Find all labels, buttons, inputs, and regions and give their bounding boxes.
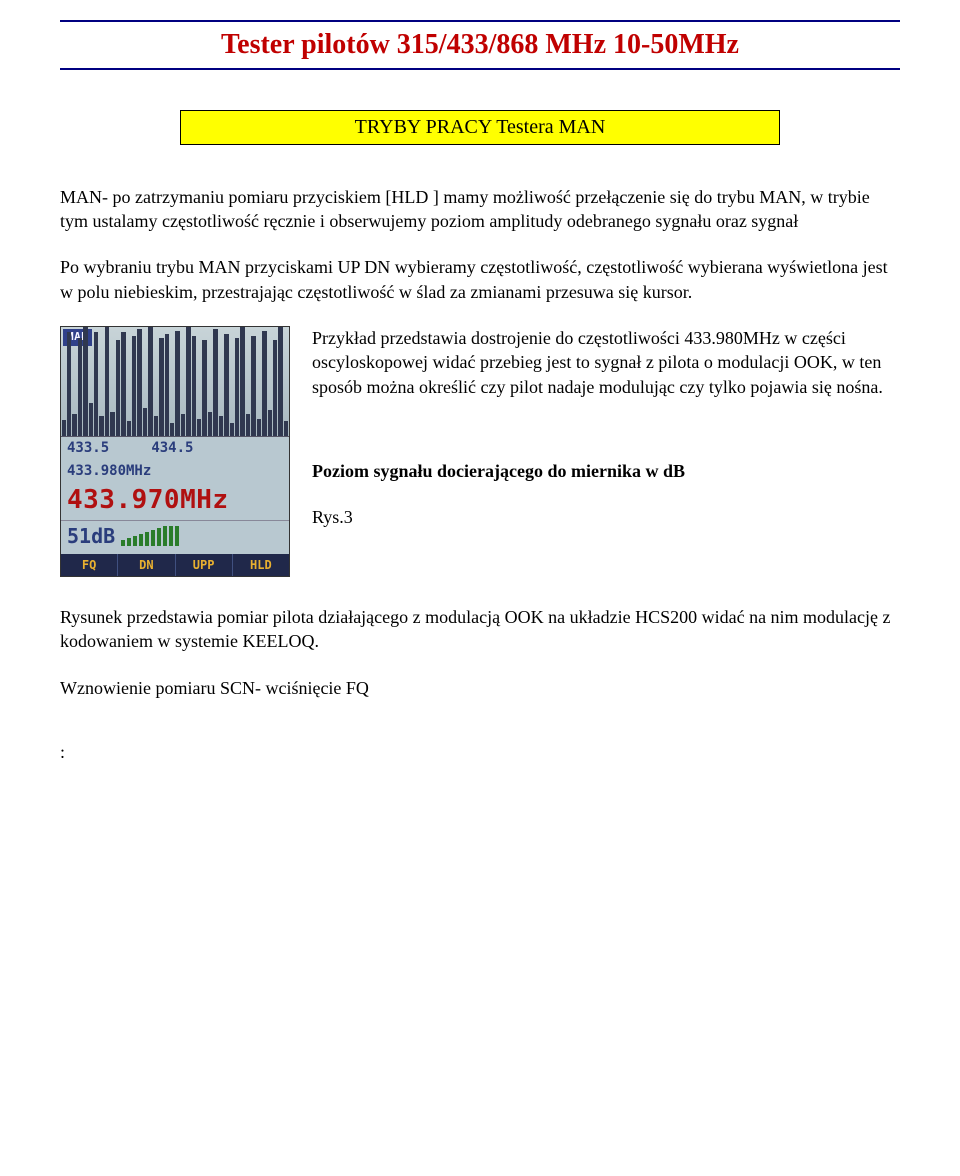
softkey-hld: HLD [233,554,289,576]
signal-bar [175,526,179,546]
spectrum-bar [230,423,234,436]
spectrum-bar [284,421,288,436]
spectrum-bar [197,419,201,436]
spectrum-bar [224,334,228,436]
spectrum-bar [181,414,185,436]
signal-bar [169,526,173,546]
spectrum-bar [121,332,125,436]
signal-bar [157,528,161,546]
spectrum-bar [94,332,98,436]
spectrum-bar [110,412,114,436]
spectrum-bar [213,329,217,436]
spectrum-bar [240,327,244,436]
footer-paragraph-1: Rysunek przedstawia pomiar pilota działa… [60,605,900,654]
signal-bar [133,536,137,546]
spectrum-bar [72,414,76,436]
softkey-fq: FQ [61,554,118,576]
intro-paragraph-1: MAN- po zatrzymaniu pomiaru przyciskiem … [60,185,900,234]
footer-paragraph-2: Wznowienie pomiaru SCN- wciśnięcie FQ [60,676,900,700]
mode-banner: TRYBY PRACY Testera MAN [180,110,780,145]
spectrum-bar [127,421,131,436]
spectrum-bar [251,336,255,436]
spectrum-bar [257,419,261,436]
spectrum-bar [137,329,141,436]
signal-bar [121,540,125,546]
softkey-upp: UPP [176,554,233,576]
example-paragraph: Przykład przedstawia dostrojenie do częs… [312,326,900,399]
spectrum-bar [148,327,152,436]
spectrum-bar [262,331,266,436]
spectrum-bar [159,338,163,436]
spectrum-bar [170,423,174,436]
spectrum-bar [208,412,212,436]
softkey-dn: DN [118,554,175,576]
lcd-band-mid: 433.980MHz [61,460,289,483]
spectrum-bar [99,416,103,436]
lcd-band-high: 434.5 [151,440,193,456]
lcd-band-line: 433.5 434.5 [61,437,289,460]
signal-bar [163,526,167,546]
signal-level-caption: Poziom sygnału docierającego do miernika… [312,459,900,483]
spectrum-bar [278,327,282,436]
lcd-softkeys: FQDNUPPHLD [61,554,289,576]
spectrum-bar [143,408,147,436]
spectrum-bar [132,336,136,436]
spectrum-bar [89,403,93,436]
page-title: Tester pilotów 315/433/868 MHz 10-50MHz [60,20,900,70]
spectrum-bar [246,414,250,436]
spectrum-bar [116,340,120,436]
spectrum-bar [273,340,277,436]
spectrum-bar [268,410,272,436]
lcd-spectrum-bars [61,327,289,436]
spectrum-bar [165,334,169,436]
lcd-mockup: MAN 433.5 434.5 433.980MHz 433.970MHz 51… [60,326,290,577]
intro-paragraph-2: Po wybraniu trybu MAN przyciskami UP DN … [60,255,900,304]
trailing-colon: : [60,740,900,764]
signal-bar [151,530,155,546]
spectrum-bar [105,327,109,436]
lcd-bottom-row: 51dB [61,520,289,554]
side-text-column: Przykład przedstawia dostrojenie do częs… [312,326,900,551]
lcd-db-value: 51dB [67,523,115,550]
signal-bar [127,538,131,546]
spectrum-bar [219,416,223,436]
lcd-spectrum-area: MAN [61,327,289,437]
spectrum-bar [186,327,190,436]
spectrum-bar [83,327,87,436]
spectrum-bar [154,416,158,436]
spectrum-bar [192,336,196,436]
lcd-freq-big: 433.970MHz [61,483,289,520]
signal-bar [139,534,143,546]
spectrum-bar [235,338,239,436]
spectrum-bar [175,331,179,436]
spectrum-bar [78,338,82,436]
lcd-band-low: 433.5 [67,440,109,456]
lcd-signal-bars [121,526,283,546]
spectrum-bar [67,332,71,436]
signal-bar [145,532,149,546]
figure-caption: Rys.3 [312,505,900,529]
spectrum-bar [202,340,206,436]
spectrum-bar [62,420,66,436]
